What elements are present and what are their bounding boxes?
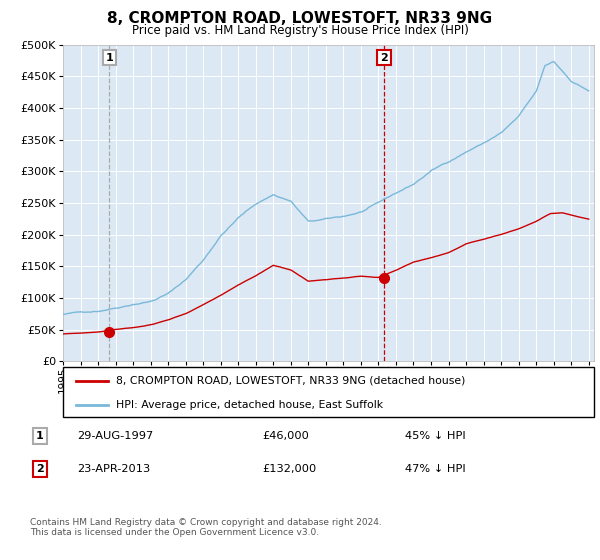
Text: 29-AUG-1997: 29-AUG-1997	[77, 431, 153, 441]
Text: 8, CROMPTON ROAD, LOWESTOFT, NR33 9NG: 8, CROMPTON ROAD, LOWESTOFT, NR33 9NG	[107, 11, 493, 26]
Text: 1: 1	[106, 53, 113, 63]
Text: £132,000: £132,000	[262, 464, 316, 474]
Text: 2: 2	[380, 53, 388, 63]
Text: 45% ↓ HPI: 45% ↓ HPI	[406, 431, 466, 441]
Text: 47% ↓ HPI: 47% ↓ HPI	[406, 464, 466, 474]
Text: Contains HM Land Registry data © Crown copyright and database right 2024.
This d: Contains HM Land Registry data © Crown c…	[30, 518, 382, 538]
Text: 2: 2	[36, 464, 44, 474]
Text: Price paid vs. HM Land Registry's House Price Index (HPI): Price paid vs. HM Land Registry's House …	[131, 24, 469, 36]
Text: HPI: Average price, detached house, East Suffolk: HPI: Average price, detached house, East…	[116, 400, 383, 409]
Text: 23-APR-2013: 23-APR-2013	[77, 464, 150, 474]
Text: £46,000: £46,000	[262, 431, 309, 441]
Text: 1: 1	[36, 431, 44, 441]
Text: 8, CROMPTON ROAD, LOWESTOFT, NR33 9NG (detached house): 8, CROMPTON ROAD, LOWESTOFT, NR33 9NG (d…	[116, 376, 466, 386]
